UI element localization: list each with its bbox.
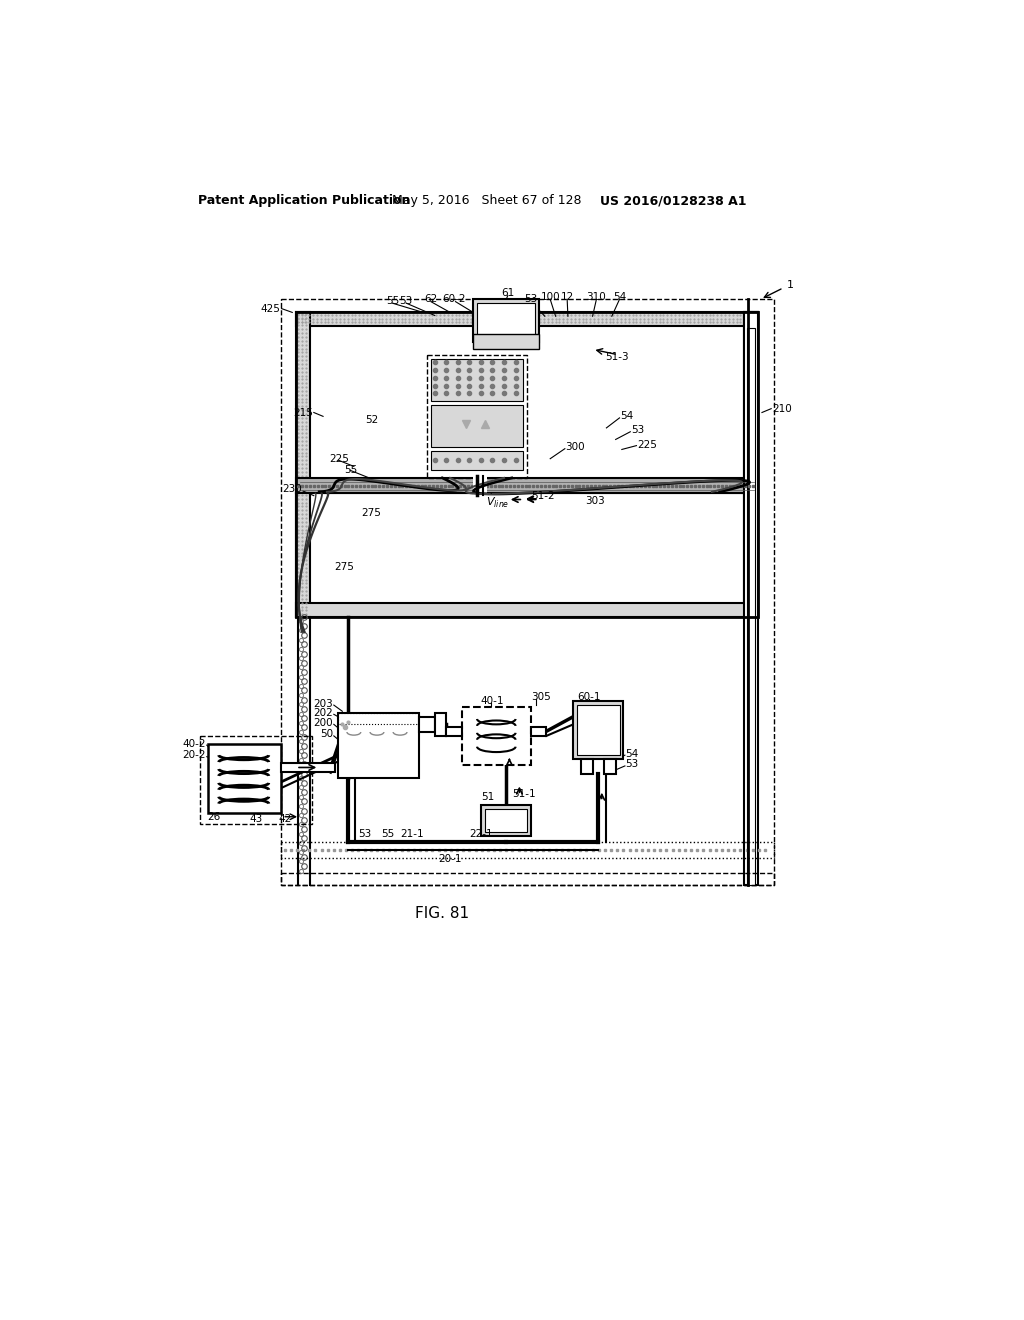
Text: $\dot{V}_{line}$: $\dot{V}_{line}$ xyxy=(486,492,510,510)
Bar xyxy=(339,713,419,779)
Text: Patent Application Publication: Patent Application Publication xyxy=(199,194,411,207)
Text: 60-1: 60-1 xyxy=(578,693,601,702)
Text: 42: 42 xyxy=(279,814,292,824)
Text: 12: 12 xyxy=(560,292,573,302)
Text: 230: 230 xyxy=(283,484,302,495)
Bar xyxy=(281,842,773,858)
Bar xyxy=(744,313,758,616)
Bar xyxy=(339,713,419,725)
Bar xyxy=(573,701,624,759)
Text: 53: 53 xyxy=(524,294,538,305)
Text: 40-1: 40-1 xyxy=(481,696,505,706)
Text: 55: 55 xyxy=(381,829,394,840)
Bar xyxy=(296,313,758,326)
Text: 275: 275 xyxy=(335,561,354,572)
Bar xyxy=(431,451,523,470)
Text: 54: 54 xyxy=(626,748,639,759)
Text: 43: 43 xyxy=(250,814,263,824)
Bar xyxy=(581,759,593,775)
Text: US 2016/0128238 A1: US 2016/0128238 A1 xyxy=(600,194,746,207)
Text: 51-3: 51-3 xyxy=(605,352,629,362)
Text: 53: 53 xyxy=(631,425,644,436)
Bar xyxy=(446,726,462,737)
Bar xyxy=(296,313,758,616)
Bar xyxy=(604,759,615,775)
Bar xyxy=(427,355,527,478)
Text: 300: 300 xyxy=(565,442,586,453)
Text: 100: 100 xyxy=(541,292,560,302)
Text: 26: 26 xyxy=(208,812,221,822)
Text: 55: 55 xyxy=(386,296,399,306)
Bar xyxy=(578,705,620,755)
Bar xyxy=(296,313,310,616)
Text: 50: 50 xyxy=(319,730,333,739)
Text: 1: 1 xyxy=(786,280,794,290)
Text: 54: 54 xyxy=(621,412,634,421)
Text: 20-1: 20-1 xyxy=(438,854,462,865)
Text: 62: 62 xyxy=(424,294,437,305)
Text: 53: 53 xyxy=(626,759,639,770)
Bar xyxy=(477,304,535,338)
Text: 225: 225 xyxy=(637,440,657,450)
Bar xyxy=(296,478,758,494)
Text: 21-1: 21-1 xyxy=(400,829,424,840)
Bar xyxy=(744,313,758,884)
Text: 305: 305 xyxy=(531,693,551,702)
Bar xyxy=(296,494,758,616)
Text: 20-2: 20-2 xyxy=(182,750,206,760)
Bar xyxy=(431,405,523,447)
Bar xyxy=(310,326,744,603)
Bar xyxy=(484,809,527,832)
Text: 210: 210 xyxy=(772,404,792,413)
Text: 54: 54 xyxy=(613,292,626,302)
Bar xyxy=(281,873,773,884)
Text: 53: 53 xyxy=(399,296,413,306)
Text: 310: 310 xyxy=(587,292,606,302)
Text: 55: 55 xyxy=(345,465,357,475)
Text: 52: 52 xyxy=(366,416,379,425)
Bar xyxy=(208,743,281,813)
Text: 51: 51 xyxy=(481,792,495,803)
Bar xyxy=(281,300,773,884)
Bar xyxy=(473,477,487,495)
Text: 225: 225 xyxy=(330,454,349,463)
Text: 203: 203 xyxy=(313,698,333,709)
Bar xyxy=(296,603,758,616)
Text: 51-1: 51-1 xyxy=(512,788,536,799)
Bar xyxy=(435,713,446,737)
Bar xyxy=(419,717,435,733)
Bar xyxy=(462,708,531,766)
Text: 303: 303 xyxy=(585,496,604,506)
Text: 200: 200 xyxy=(313,718,333,727)
Bar xyxy=(748,327,755,884)
Text: 60-2: 60-2 xyxy=(442,294,466,305)
Bar xyxy=(473,300,539,342)
Text: 22-1: 22-1 xyxy=(469,829,493,840)
Text: 53: 53 xyxy=(357,829,371,840)
Bar xyxy=(481,805,531,836)
Text: 202: 202 xyxy=(313,708,333,718)
Text: 40-2: 40-2 xyxy=(182,739,206,748)
Text: 425: 425 xyxy=(261,304,281,314)
Text: FIG. 81: FIG. 81 xyxy=(416,906,469,920)
Bar xyxy=(281,763,335,772)
Bar xyxy=(473,334,539,350)
Text: 275: 275 xyxy=(361,508,381,517)
Text: May 5, 2016   Sheet 67 of 128: May 5, 2016 Sheet 67 of 128 xyxy=(392,194,582,207)
Text: 51-2: 51-2 xyxy=(531,491,555,500)
Bar xyxy=(431,359,523,401)
Bar xyxy=(200,737,311,825)
Text: 61: 61 xyxy=(501,288,514,298)
Text: 215: 215 xyxy=(293,408,313,417)
Bar xyxy=(531,726,547,737)
